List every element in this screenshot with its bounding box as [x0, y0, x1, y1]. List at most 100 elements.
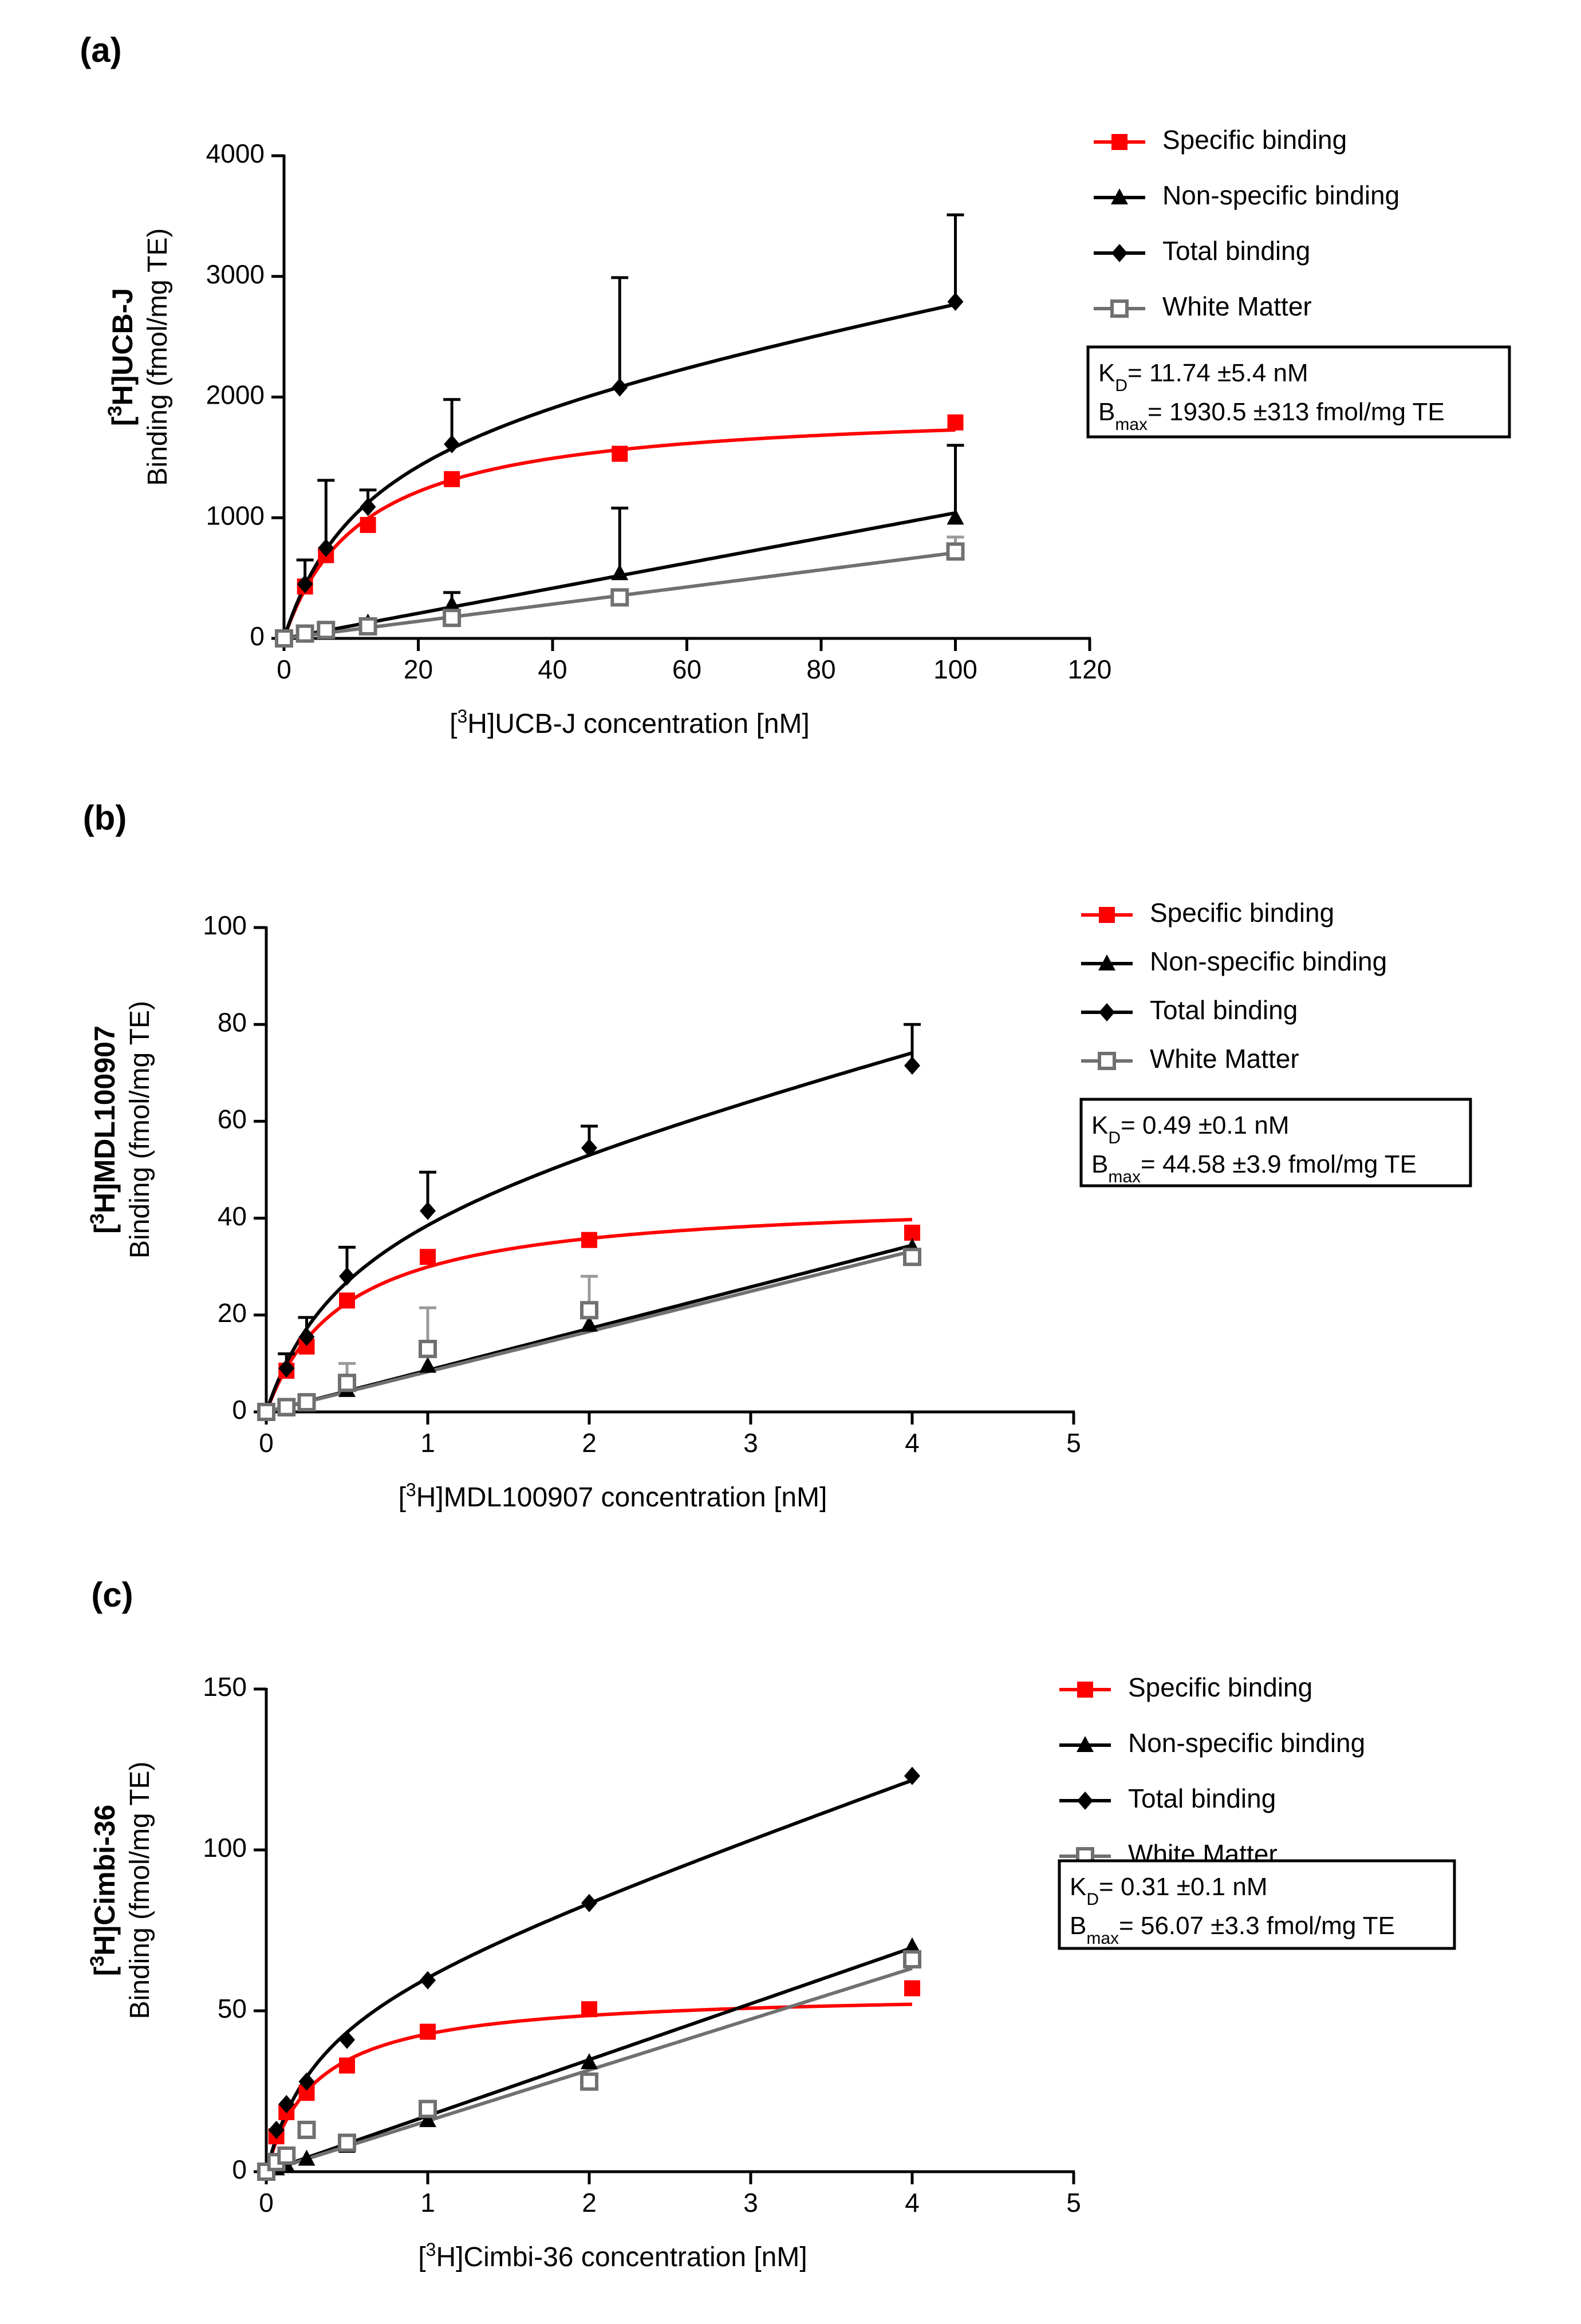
fit-curve-total-binding [265, 1778, 913, 2172]
data-point-diamond [339, 1267, 355, 1286]
panel-label: (a) [80, 31, 121, 69]
y-axis-compound-label: [3H]UCB-J [104, 288, 139, 426]
data-point-open-square [443, 609, 462, 628]
kd-value: KD= 11.74 ±5.4 nM [1098, 359, 1308, 395]
y-compound-superscript: 3 [104, 405, 126, 416]
data-point-open-square [277, 2146, 296, 2165]
legend-marker-open-square [1110, 299, 1129, 318]
data-point-square [904, 1980, 920, 1996]
data-point-diamond [298, 2072, 315, 2091]
data-point-open-square [275, 629, 293, 648]
x-axis-label-prefix: [ [418, 2242, 425, 2272]
x-tick-label: 120 [1068, 654, 1112, 684]
bmax-subscript: max [1086, 1929, 1119, 1948]
stats-box [1079, 1098, 1472, 1187]
x-tick-label: 60 [672, 654, 701, 684]
x-tick-label: 3 [743, 1428, 758, 1458]
x-axis-label: [3H]Cimbi-36 concentration [nM] [418, 2239, 807, 2272]
data-point-open-square [295, 624, 314, 643]
panel-label: (b) [83, 799, 127, 837]
x-axis-label-suffix: H]MDL100907 concentration [nM] [416, 1482, 827, 1513]
bmax-value: Bmax= 44.58 ±3.9 fmol/mg TE [1091, 1150, 1417, 1186]
data-point-diamond [420, 1201, 436, 1220]
data-point-open-square [580, 1301, 598, 1320]
y-axis-compound-label: [3H]Cimbi-36 [86, 1805, 121, 1976]
data-point-triangle [443, 595, 461, 611]
x-tick-label: 2 [582, 1428, 597, 1458]
kd-text: = 11.74 ±5.4 nM [1127, 359, 1308, 387]
bmax-text: = 1930.5 ±313 fmol/mg TE [1148, 398, 1445, 426]
y-compound-superscript: 3 [86, 1213, 108, 1224]
x-axis-label-prefix: [ [450, 709, 457, 739]
data-point-square [420, 2023, 436, 2040]
y-tick-label: 150 [203, 1672, 247, 1702]
data-point-open-square [946, 542, 965, 561]
data-point-diamond [904, 1056, 920, 1075]
legend-marker-square [1111, 134, 1127, 150]
y-axis-label: Binding (fmol/mg TE) [143, 228, 173, 486]
y-axis-label: Binding (fmol/mg TE) [125, 1001, 155, 1258]
data-point-open-square [419, 2100, 437, 2118]
bmax-value: Bmax= 1930.5 ±313 fmol/mg TE [1098, 398, 1445, 434]
y-tick-label: 80 [218, 1007, 247, 1037]
data-point-open-square [317, 621, 336, 640]
y-compound-suffix: H]MDL100907 [89, 1025, 121, 1213]
y-tick-label: 100 [203, 910, 247, 940]
x-tick-label: 2 [582, 2188, 597, 2218]
data-point-diamond [947, 293, 964, 311]
fit-curve-white-matter [266, 1966, 913, 2173]
data-point-square [581, 2001, 597, 2018]
data-point-open-square [903, 1950, 921, 1969]
data-point-diamond [444, 435, 460, 453]
legend-marker-triangle [1077, 1736, 1094, 1752]
legend-marker-square [1099, 907, 1115, 923]
legend-marker-diamond [1077, 1792, 1093, 1810]
kd-subscript: D [1115, 376, 1127, 395]
legend-marker-diamond [1111, 244, 1127, 262]
data-point-diamond [318, 538, 334, 557]
kd-symbol: K [1091, 1111, 1108, 1139]
data-point-square [612, 445, 628, 462]
data-point-diamond [298, 1327, 315, 1346]
legend-entry-label: Non-specific binding [1150, 946, 1387, 976]
stats-box [1086, 345, 1511, 439]
stats-box [1058, 1859, 1456, 1950]
x-tick-label: 3 [743, 2188, 758, 2218]
y-compound-suffix: H]Cimbi-36 [89, 1805, 121, 1956]
x-tick-label: 100 [933, 654, 977, 684]
bmax-text: = 56.07 ±3.3 fmol/mg TE [1119, 1912, 1395, 1940]
data-point-diamond [581, 1138, 597, 1157]
y-compound-prefix: [ [89, 1966, 121, 1976]
x-tick-label: 5 [1066, 1428, 1081, 1458]
bmax-subscript: max [1115, 415, 1148, 434]
legend-marker-square [1077, 1682, 1093, 1698]
x-tick-label: 40 [538, 654, 567, 684]
legend-entry-label: Non-specific binding [1128, 1728, 1365, 1758]
y-tick-label: 4000 [206, 139, 265, 168]
legend-marker-diamond [1099, 1003, 1115, 1021]
panel-label: (c) [91, 1576, 133, 1614]
y-tick-label: 0 [250, 621, 265, 651]
x-tick-label: 4 [905, 2188, 920, 2218]
y-axis-label: Binding (fmol/mg TE) [125, 1762, 155, 2019]
x-axis-label-prefix: [ [399, 1482, 406, 1513]
data-point-diamond [278, 1359, 295, 1378]
data-point-open-square [277, 1398, 296, 1417]
legend-entry-label: Total binding [1150, 995, 1298, 1025]
y-tick-label: 1000 [206, 500, 265, 530]
data-point-open-square [338, 1374, 356, 1392]
y-tick-label: 50 [218, 1994, 247, 2023]
kd-subscript: D [1108, 1129, 1121, 1147]
data-point-diamond [360, 498, 376, 516]
bmax-symbol: B [1070, 1912, 1086, 1940]
data-point-diamond [904, 1766, 920, 1785]
legend-entry-label: White Matter [1162, 291, 1312, 321]
y-tick-label: 60 [218, 1104, 247, 1134]
data-point-square [339, 2057, 355, 2074]
data-point-diamond [420, 1971, 436, 1990]
data-point-square [581, 1232, 597, 1248]
data-point-open-square [580, 2072, 598, 2091]
data-point-triangle [947, 508, 964, 525]
x-axis-label-superscript: 3 [406, 1479, 416, 1500]
